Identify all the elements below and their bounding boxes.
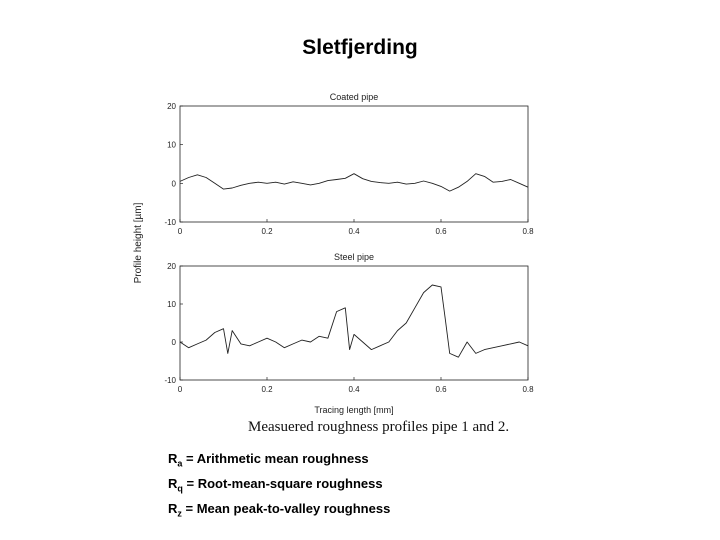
definition-ra: Ra = Arithmetic mean roughness bbox=[168, 450, 390, 475]
y-tick-label: -10 bbox=[164, 376, 176, 385]
profile-line bbox=[179, 173, 529, 192]
plot-title: Steel pipe bbox=[334, 252, 374, 262]
plot-title: Coated pipe bbox=[330, 92, 379, 102]
x-tick-label: 0.6 bbox=[435, 227, 447, 236]
slide-title: Sletfjerding bbox=[302, 36, 418, 59]
figure-caption: Measuered roughness profiles pipe 1 and … bbox=[248, 419, 510, 435]
definitions-list: Ra = Arithmetic mean roughness Rq = Root… bbox=[168, 450, 390, 525]
def-subscript: a bbox=[177, 458, 183, 469]
def-text: = Root-mean-square roughness bbox=[182, 476, 383, 491]
definition-rq: Rq = Root-mean-square roughness bbox=[168, 475, 390, 500]
plot-frame bbox=[179, 105, 529, 223]
y-tick-label: 10 bbox=[167, 300, 176, 309]
x-tick-label: 0 bbox=[178, 385, 183, 394]
y-axis-label: Profile height [µm] bbox=[133, 202, 144, 283]
x-tick-label: 0.4 bbox=[348, 227, 360, 236]
definition-rz: Rz = Mean peak-to-valley roughness bbox=[168, 500, 390, 525]
def-symbol: R bbox=[168, 476, 178, 491]
profile-line bbox=[179, 284, 529, 358]
y-tick-label: 20 bbox=[167, 102, 176, 111]
x-axis-label: Tracing length [mm] bbox=[314, 405, 393, 415]
y-tick-label: 10 bbox=[167, 141, 176, 150]
x-tick-label: 0.6 bbox=[435, 385, 447, 394]
x-tick-label: 0.2 bbox=[261, 227, 273, 236]
def-text: = Mean peak-to-valley roughness bbox=[181, 501, 391, 516]
x-tick-label: 0.8 bbox=[522, 385, 534, 394]
y-tick-label: 20 bbox=[167, 262, 176, 271]
def-text: = Arithmetic mean roughness bbox=[182, 451, 369, 466]
x-tick-label: 0.2 bbox=[261, 385, 273, 394]
def-subscript: z bbox=[177, 508, 182, 519]
y-tick-label: -10 bbox=[164, 218, 176, 227]
def-subscript: q bbox=[177, 483, 183, 494]
x-tick-label: 0.4 bbox=[348, 385, 360, 394]
y-tick-label: 0 bbox=[172, 338, 177, 347]
def-symbol: R bbox=[168, 451, 178, 466]
def-symbol: R bbox=[168, 501, 178, 516]
x-tick-label: 0 bbox=[178, 227, 183, 236]
y-tick-label: 0 bbox=[172, 179, 177, 188]
x-tick-label: 0.8 bbox=[522, 227, 534, 236]
plot-frame bbox=[179, 265, 529, 381]
